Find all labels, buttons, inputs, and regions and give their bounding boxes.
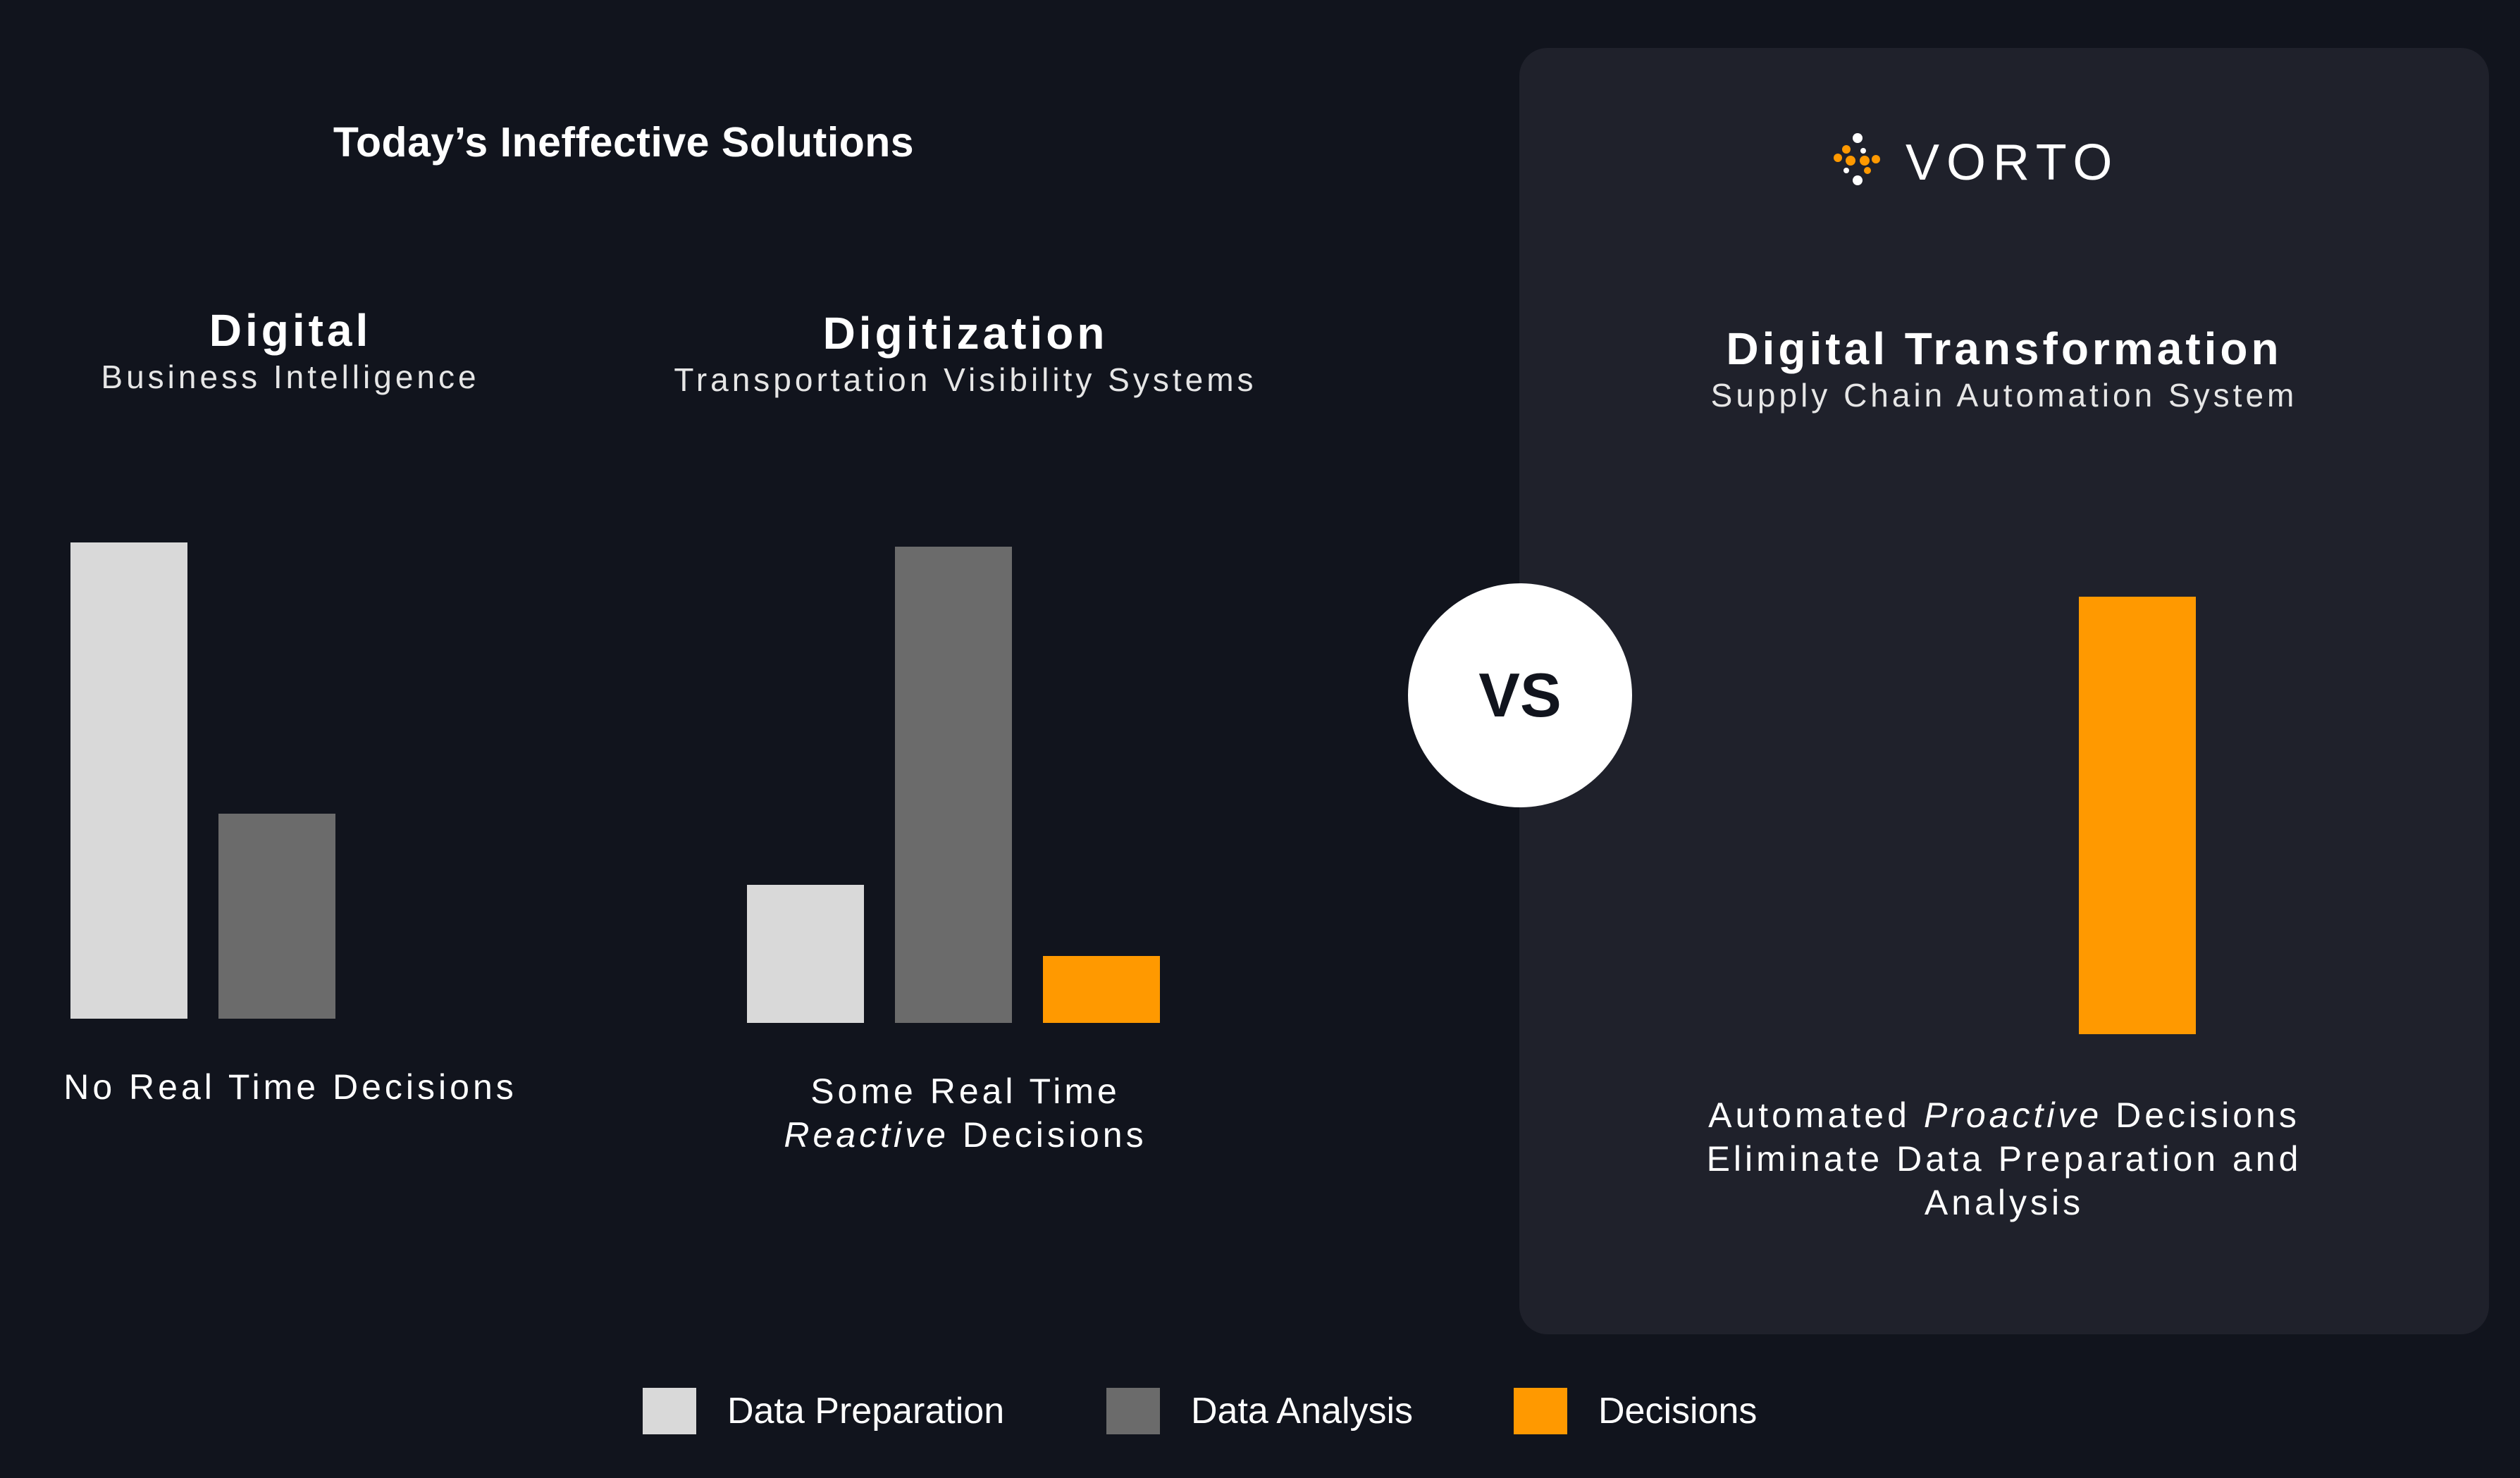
vs-label: VS	[1478, 660, 1562, 730]
legend-item-data-analysis: Data Analysis	[1106, 1388, 1413, 1434]
legend-label-data-preparation: Data Preparation	[727, 1391, 1005, 1432]
chart-digital	[70, 542, 381, 1019]
legend-item-data-preparation: Data Preparation	[643, 1388, 1004, 1434]
legend-swatch-data-preparation	[643, 1388, 696, 1434]
caption-digital-line: No Real Time Decisions	[63, 1067, 517, 1107]
panel-title-digitization: Digitization	[822, 308, 1108, 359]
vorto-wordmark: VORTO	[1906, 135, 2120, 191]
caption-dt-line1-post: Decisions	[2102, 1095, 2300, 1135]
chart-digitization	[747, 547, 1198, 1023]
panel-subtitle-digital: Business Intelligence	[101, 359, 480, 395]
vorto-logo-icon	[1834, 133, 1880, 185]
section-title: Today’s Ineffective Solutions	[333, 119, 915, 166]
caption-digitization: Some Real Time Reactive Decisions	[578, 1069, 1353, 1157]
bar-data-analysis	[218, 814, 335, 1019]
caption-dt-line3: Analysis	[1924, 1183, 2084, 1222]
legend-item-decisions: Decisions	[1514, 1388, 1757, 1434]
caption-digitization-line2: Reactive Decisions	[578, 1113, 1353, 1157]
caption-digitization-emphasis: Reactive	[784, 1115, 949, 1155]
panel-subtitle-digitization: Transportation Visibility Systems	[674, 361, 1257, 398]
caption-digital-transformation: Automated Proactive Decisions Eliminate …	[1519, 1093, 2489, 1224]
bar-data-preparation	[70, 542, 187, 1019]
legend-swatch-decisions	[1514, 1388, 1567, 1434]
caption-dt-line1: Automated Proactive Decisions	[1519, 1093, 2489, 1137]
legend-label-data-analysis: Data Analysis	[1191, 1391, 1414, 1432]
caption-digital: No Real Time Decisions	[0, 1065, 581, 1109]
vorto-logo: VORTO	[1832, 131, 2170, 201]
legend-swatch-data-analysis	[1106, 1388, 1160, 1434]
caption-digitization-line1: Some Real Time	[810, 1072, 1120, 1111]
panel-subtitle-digital-transformation: Supply Chain Automation System	[1710, 377, 2298, 414]
panel-title-digital-transformation: Digital Transformation	[1726, 323, 2283, 374]
bar-data-analysis	[895, 547, 1012, 1023]
caption-dt-line2: Eliminate Data Preparation and	[1706, 1139, 2302, 1179]
vorto-panel	[1519, 48, 2489, 1334]
chart-digital-transformation	[2079, 573, 2220, 1034]
bar-data-preparation	[747, 885, 864, 1023]
legend-label-decisions: Decisions	[1598, 1391, 1758, 1432]
panel-title-digital: Digital	[209, 305, 372, 356]
bar-decisions	[2079, 597, 2196, 1034]
caption-digitization-line2-rest: Decisions	[949, 1115, 1147, 1155]
caption-dt-line1-pre: Automated	[1708, 1095, 1924, 1135]
vs-badge: VS	[1408, 583, 1632, 807]
bar-decisions	[1043, 956, 1160, 1023]
caption-dt-emphasis: Proactive	[1923, 1095, 2103, 1135]
